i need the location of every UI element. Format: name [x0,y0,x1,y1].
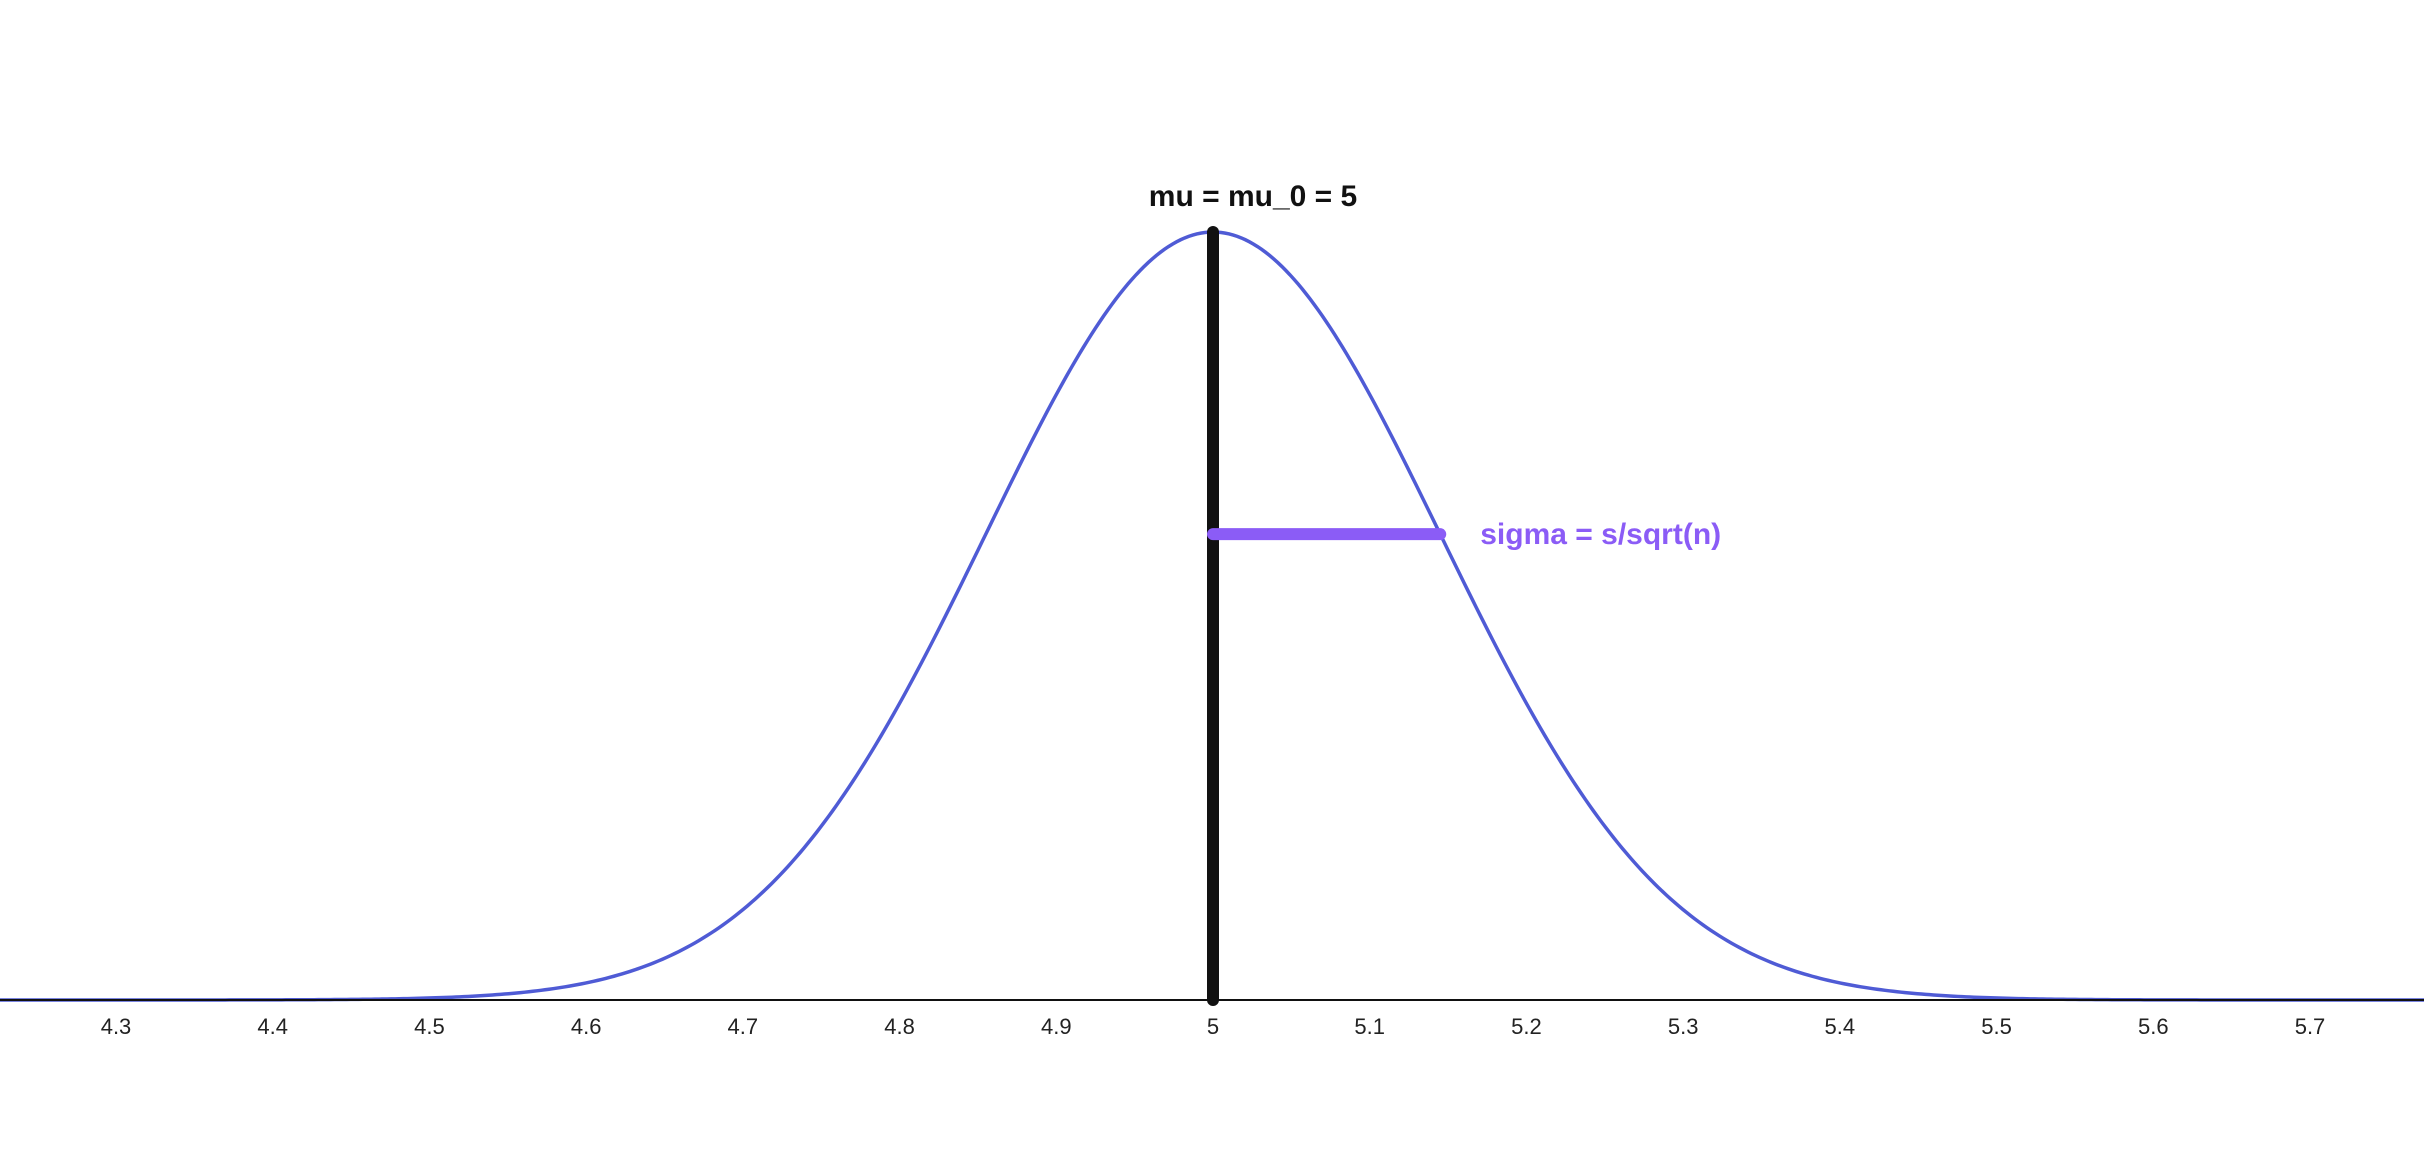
x-tick-label: 4.7 [728,1014,759,1039]
x-tick-label: 4.6 [571,1014,602,1039]
x-tick-label: 5.4 [1825,1014,1856,1039]
x-tick-label: 5.3 [1668,1014,1699,1039]
x-tick-label: 4.3 [101,1014,132,1039]
x-tick-label: 5.2 [1511,1014,1542,1039]
marker-layer [1207,226,1447,1006]
x-tick-label: 4.4 [257,1014,288,1039]
label-layer: mu = mu_0 = 5 sigma = s/sqrt(n) [1149,180,1721,551]
x-tick-label: 5.7 [2295,1014,2326,1039]
x-tick-label: 5.5 [1981,1014,2012,1039]
x-tick-label: 5.1 [1354,1014,1385,1039]
x-tick-label: 5.6 [2138,1014,2169,1039]
x-axis: 4.3 4.4 4.5 4.6 4.7 4.8 4.9 5 5.1 5.2 5.3 5.4 5.5 5.6… [0,999,2424,1039]
x-tick-label: 4.5 [414,1014,445,1039]
x-tick-label: 5 [1207,1014,1219,1039]
x-tick-label: 4.8 [884,1014,915,1039]
mean-annotation-label: mu = mu_0 = 5 [1149,180,1357,213]
sigma-annotation-label: sigma = s/sqrt(n) [1480,518,1721,551]
x-tick-label: 4.9 [1041,1014,1072,1039]
